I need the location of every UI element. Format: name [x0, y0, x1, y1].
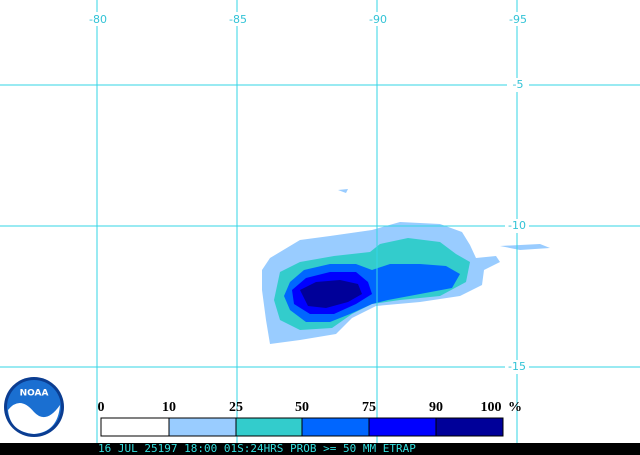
logo-gull [8, 402, 60, 434]
latitude-label: -10 [508, 219, 526, 232]
label-bg [367, 12, 389, 26]
prob-90-100 [300, 280, 362, 308]
legend-label: 75 [362, 400, 376, 415]
longitude-label: -80 [89, 13, 107, 26]
label-bg [227, 12, 249, 26]
label-bg [505, 219, 529, 233]
legend-label: 50 [295, 400, 309, 415]
longitude-label: -90 [369, 13, 387, 26]
probability-field [262, 189, 550, 344]
caption: 16 JUL 25197 18:00 01S:24HRS PROB >= 50 … [98, 442, 416, 455]
legend-label: 100 [481, 400, 502, 415]
caption-bar [0, 443, 640, 455]
legend-label: 0 [98, 400, 105, 415]
latitude-label: -15 [508, 360, 526, 373]
graticule [0, 0, 640, 443]
legend [100, 417, 504, 437]
legend-swatch [168, 417, 237, 437]
longitude-label: -95 [509, 13, 527, 26]
longitude-label: -85 [229, 13, 247, 26]
legend-swatch [301, 417, 370, 437]
legend-label: 10 [162, 400, 176, 415]
legend-label: 25 [229, 400, 243, 415]
legend-swatch [435, 417, 504, 437]
legend-label: 90 [429, 400, 443, 415]
label-bg [87, 12, 109, 26]
logo-text: NOAA [20, 389, 49, 399]
legend-swatch [235, 417, 303, 437]
legend-unit: % [508, 400, 522, 415]
noaa-logo: NOAA [4, 377, 64, 437]
label-bg [507, 78, 529, 92]
label-bg [507, 12, 529, 26]
legend-swatch [368, 417, 437, 437]
legend-swatch [100, 417, 170, 437]
latitude-label: -5 [513, 78, 524, 91]
label-bg [505, 360, 529, 374]
